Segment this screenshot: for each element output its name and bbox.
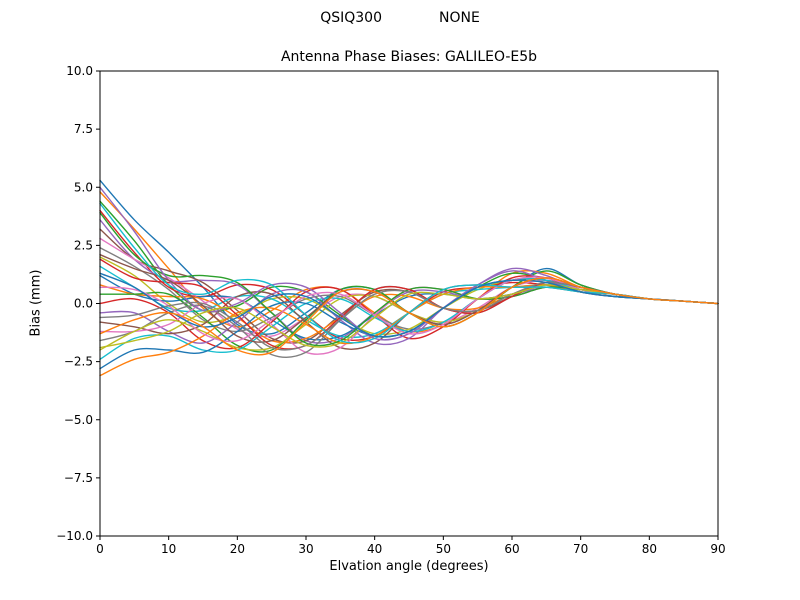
x-tick-label: 40 — [367, 542, 382, 556]
y-tick-label: 0.0 — [74, 297, 93, 311]
plot-border — [99, 70, 719, 537]
series-line — [99, 277, 719, 351]
chart-title: Antenna Phase Biases: GALILEO-E5b — [280, 49, 538, 65]
x-tick-label: 30 — [298, 542, 313, 556]
x-axis-label: Elvation angle (degrees) — [329, 559, 489, 574]
y-tick-label: −10.0 — [56, 529, 93, 543]
x-tick-label: 70 — [573, 542, 588, 556]
x-tick-label: 50 — [436, 542, 451, 556]
suptitle-station-id: QSIQ300 — [320, 10, 382, 26]
series-line — [99, 277, 719, 356]
y-tick-label: −7.5 — [64, 471, 93, 485]
x-tick-label: 90 — [710, 542, 725, 556]
x-tick-label: 80 — [642, 542, 657, 556]
y-tick-label: −2.5 — [64, 355, 93, 369]
series-line — [99, 274, 719, 341]
x-tick-label: 20 — [230, 542, 245, 556]
y-tick-label: 2.5 — [74, 238, 93, 252]
x-tick-label: 10 — [161, 542, 176, 556]
y-tick-label: −5.0 — [64, 413, 93, 427]
chart-suptitle: QSIQ300 NONE — [0, 10, 800, 26]
y-tick-label: 7.5 — [74, 122, 93, 136]
y-tick-label: 5.0 — [74, 180, 93, 194]
y-tick-label: 10.0 — [66, 64, 93, 78]
suptitle-radome: NONE — [438, 10, 480, 26]
x-tick-label: 60 — [504, 542, 519, 556]
series-line — [99, 200, 719, 338]
x-tick-label: 0 — [96, 542, 104, 556]
series-line — [99, 281, 719, 351]
